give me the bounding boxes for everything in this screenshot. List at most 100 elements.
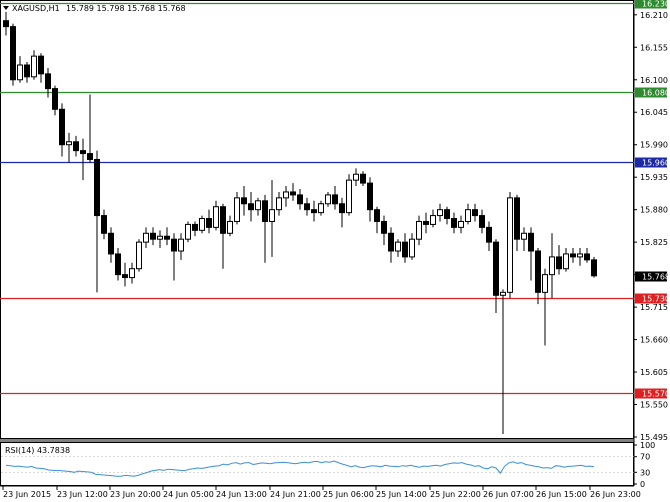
- price-tick-label: 15.660: [640, 336, 668, 345]
- candle: [10, 23, 16, 86]
- time-tick-label: 24 Jun 13:00: [216, 490, 267, 499]
- main-plot-frame: [0, 0, 634, 439]
- candle: [262, 194, 268, 263]
- candle: [192, 221, 198, 237]
- candle: [283, 186, 289, 207]
- candle: [206, 209, 212, 234]
- candle: [248, 191, 254, 222]
- candle: [500, 289, 506, 435]
- candle: [570, 248, 576, 263]
- candle: [227, 215, 233, 237]
- price-tick-label: 16.155: [640, 43, 668, 52]
- level-label-15.960: 15.960: [642, 159, 670, 168]
- candle: [59, 103, 65, 157]
- candle: [3, 11, 9, 36]
- level-label-bg: [635, 0, 667, 9]
- candle: [325, 191, 331, 207]
- candle: [101, 209, 107, 240]
- current-price-bg: [635, 271, 667, 282]
- rsi-tick-label: 100: [640, 441, 655, 450]
- candle: [549, 233, 555, 299]
- dropdown-triangle-icon[interactable]: [3, 6, 9, 10]
- candle: [423, 212, 429, 234]
- price-tick-label: 15.990: [640, 141, 668, 150]
- candle: [318, 200, 324, 216]
- candle: [164, 227, 170, 246]
- candle: [157, 230, 163, 249]
- price-axis-ticks: 16.210 16.155 16.100 16.045 15.990 15.935 15.8…: [634, 11, 668, 442]
- candle: [241, 186, 247, 216]
- candle: [465, 203, 471, 225]
- candle: [444, 206, 450, 225]
- rsi-tick-label: 70: [640, 453, 650, 462]
- candle: [577, 248, 583, 266]
- price-tick-label: 15.605: [640, 368, 668, 377]
- candle: [521, 227, 527, 251]
- candle: [339, 197, 345, 228]
- price-tick-label: 15.550: [640, 401, 668, 410]
- time-tick-label: 25 Jun 06:00: [323, 490, 374, 499]
- rsi-line: [5, 460, 595, 477]
- candle: [514, 194, 520, 251]
- candle: [346, 174, 352, 216]
- candle-series: [3, 11, 597, 435]
- candle: [73, 135, 79, 157]
- candle: [374, 206, 380, 234]
- candle: [332, 186, 338, 210]
- candle: [416, 215, 422, 246]
- price-tick-label: 15.715: [640, 303, 668, 312]
- candle: [269, 180, 275, 257]
- time-tick-label: 25 Jun 14:00: [376, 490, 427, 499]
- level-label-16.230: 16.230: [642, 0, 670, 9]
- candle: [584, 248, 590, 263]
- price-tick-label: 16.210: [640, 11, 668, 20]
- candle: [94, 150, 100, 293]
- candle: [542, 268, 548, 346]
- time-axis-ticks: 23 Jun 2015 23 Jun 12:00 23 Jun 20:00 24 Ju…: [2, 486, 641, 499]
- candle: [563, 248, 569, 272]
- candle: [171, 233, 177, 281]
- ohlc-values: 15.789 15.798 15.768 15.768: [66, 4, 186, 13]
- candle: [360, 171, 366, 187]
- price-tick-label: 16.100: [640, 76, 668, 85]
- candle: [430, 209, 436, 228]
- candle: [591, 256, 597, 278]
- time-tick-label: 26 Jun 15:00: [536, 490, 587, 499]
- current-price-label: 15.768: [642, 273, 670, 282]
- price-tick-label: 15.825: [640, 238, 668, 247]
- time-tick-label: 23 Jun 2015: [3, 490, 51, 499]
- candle: [24, 62, 30, 83]
- candle: [381, 215, 387, 246]
- candle: [136, 239, 142, 272]
- level-label-bg: [635, 388, 667, 399]
- candle: [388, 227, 394, 263]
- candle: [304, 197, 310, 216]
- candle: [143, 227, 149, 249]
- candle: [38, 53, 44, 83]
- price-tick-label: 16.045: [640, 108, 668, 117]
- candle: [115, 248, 121, 281]
- price-tick-label: 15.880: [640, 206, 668, 215]
- rsi-tick-label: 0: [640, 480, 645, 489]
- time-tick-label: 25 Jun 22:00: [430, 490, 481, 499]
- panel-separator[interactable]: [0, 439, 634, 442]
- candle: [290, 183, 296, 201]
- candle: [395, 239, 401, 257]
- candle: [458, 215, 464, 234]
- candle: [87, 94, 93, 163]
- level-label-bg: [635, 293, 667, 304]
- level-label-bg: [635, 87, 667, 98]
- horizontal-levels: [0, 2, 634, 395]
- candle: [129, 262, 135, 284]
- level-labels: 16.230 16.080 15.960 15.730 15.570 15.768: [635, 0, 670, 399]
- time-tick-label: 26 Jun 23:00: [590, 490, 641, 499]
- candle: [52, 85, 58, 116]
- time-tick-label: 23 Jun 12:00: [57, 490, 108, 499]
- candle: [353, 168, 359, 187]
- time-tick-label: 26 Jun 07:00: [483, 490, 534, 499]
- candle: [437, 203, 443, 222]
- candle: [507, 191, 513, 299]
- candle: [213, 200, 219, 231]
- rsi-axis-ticks: 100 70 30 0: [634, 441, 655, 489]
- candle: [199, 215, 205, 234]
